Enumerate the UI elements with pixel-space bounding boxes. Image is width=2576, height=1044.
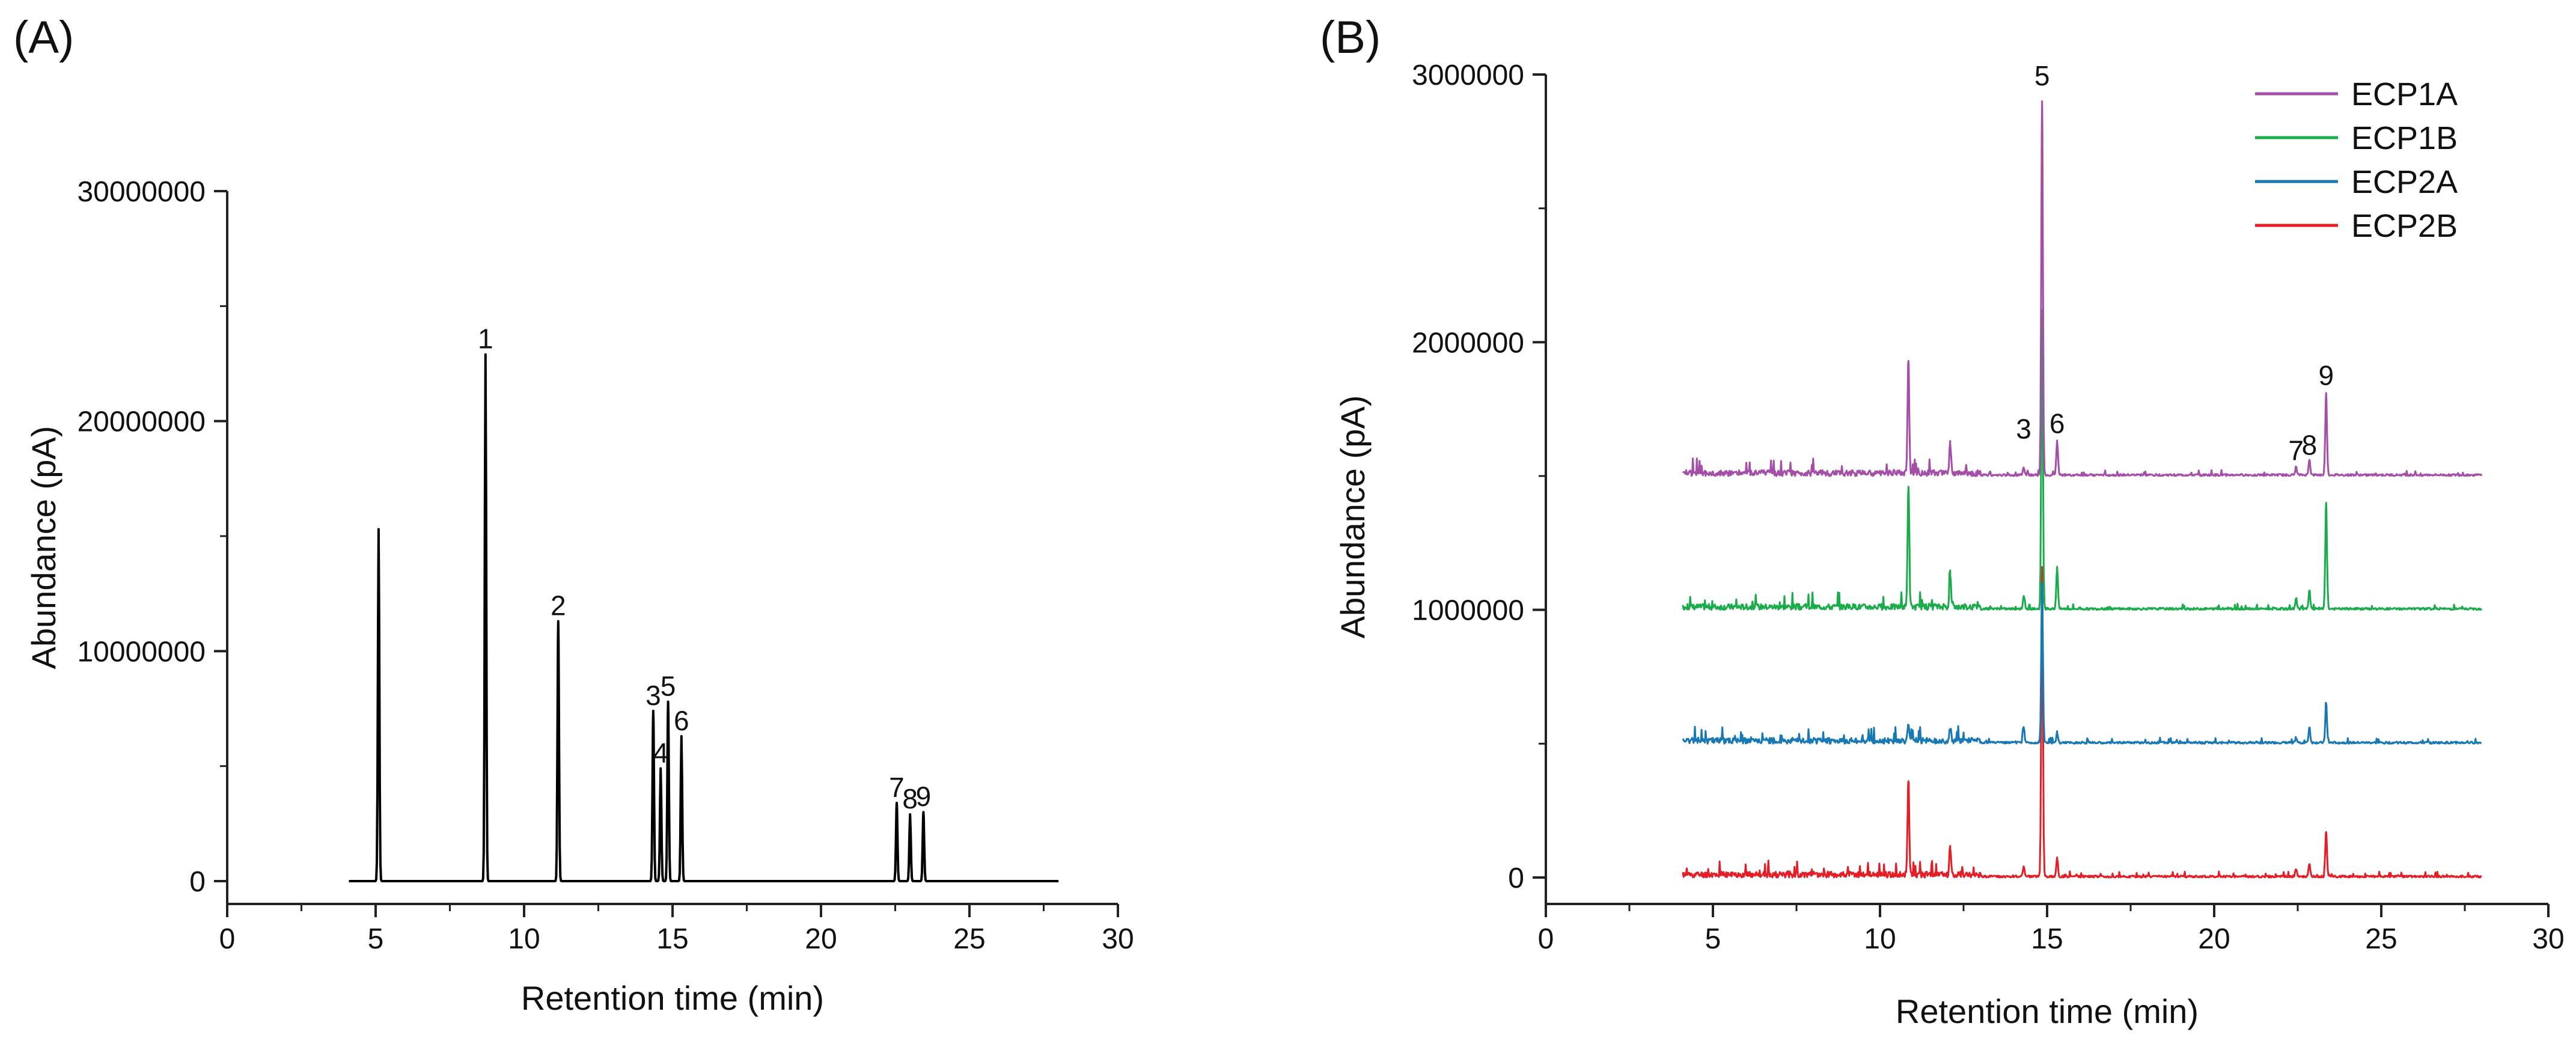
panel-b-traces: [1682, 100, 2483, 879]
trace-ecp1a: [1682, 100, 2483, 477]
panel-b-x-axis-title: Retention time (min): [1896, 992, 2199, 1030]
panel-b-peak-labels: 3 5 6 78 9: [2016, 60, 2334, 466]
panel-b-peak-label: 5: [2034, 60, 2050, 91]
panel-b-y-axis-title: Abundance (pA): [1334, 395, 1372, 639]
panel-b-y-tick-label: 3000000: [1412, 60, 1524, 91]
panel-b-label: (B): [1320, 12, 1381, 63]
panel-a-x-tick-label: 25: [953, 923, 985, 955]
panel-b-x-tick-label: 15: [2031, 923, 2063, 955]
panel-a-x-tick-label: 0: [219, 923, 236, 955]
panel-b-peak-label: 6: [2050, 408, 2065, 439]
panel-a-y-tick-label: 20000000: [77, 406, 206, 438]
panel-a-x-tick-label: 30: [1102, 923, 1134, 955]
panel-b-ticks: 0 5 10 15 20 25 30 0 1000000 2000000 3000000: [1412, 60, 2565, 955]
panel-b-x-tick-label: 20: [2198, 923, 2230, 955]
panel-b-peak-label: 9: [2318, 360, 2334, 391]
panel-a-label: (A): [13, 12, 74, 63]
legend-label-ecp1b: ECP1B: [2351, 120, 2458, 156]
panel-a-y-axis-title: Abundance (pA): [25, 426, 63, 670]
panel-b-x-tick-label: 5: [1705, 923, 1721, 955]
panel-b-x-tick-label: 30: [2532, 923, 2564, 955]
panel-a-peak-label: 5: [661, 671, 676, 702]
panel-b-y-tick-label: 0: [1508, 862, 1524, 894]
trace-ecp2b: [1682, 566, 2482, 879]
panel-a-x-tick-label: 5: [368, 923, 384, 955]
trace-ecp2a: [1682, 582, 2482, 745]
panel-a-x-tick-label: 10: [508, 923, 540, 955]
panel-b-y-tick-label: 1000000: [1412, 595, 1524, 627]
panel-b-peak-label: 3: [2016, 414, 2031, 445]
panel-a-x-axis-title: Retention time (min): [521, 979, 824, 1017]
legend-label-ecp2b: ECP2B: [2351, 208, 2458, 244]
panel-a-y-tick-label: 10000000: [77, 636, 206, 668]
panel-b-x-tick-label: 25: [2365, 923, 2397, 955]
panel-a-y-tick-label: 0: [189, 866, 206, 898]
panel-b-x-tick-label: 0: [1538, 923, 1554, 955]
panel-a-peak-label: 9: [916, 781, 932, 812]
panel-a-peak-label: 4: [653, 737, 668, 768]
panel-a-peak-label: 2: [551, 590, 566, 621]
panel-a-x-tick-label: 15: [656, 923, 688, 955]
panel-a-peak-label: 8: [902, 783, 918, 814]
panel-a-y-tick-label: 30000000: [77, 176, 206, 208]
legend-label-ecp1a: ECP1A: [2351, 76, 2458, 112]
panel-a-peak-labels: 1 2 3 4 56 789: [478, 323, 931, 814]
panel-a-x-tick-label: 20: [805, 923, 837, 955]
panel-b-legend: ECP1A ECP1B ECP2A ECP2B: [2255, 76, 2458, 244]
panel-b: (B) 0 5 10 15 20 25 30 0 1000000 2000000 3000000 3…: [1320, 12, 2565, 1030]
legend-label-ecp2a: ECP2A: [2351, 164, 2458, 200]
panel-a-standard-trace: [348, 353, 1060, 882]
panel-b-peak-label: 7: [2288, 435, 2304, 466]
panel-a-peak-label: 3: [646, 680, 661, 711]
panel-a-peak-label: 1: [478, 323, 493, 355]
panel-a-peak-label: 7: [889, 772, 905, 803]
trace-ecp1b: [1682, 309, 2483, 611]
panel-b-x-tick-label: 10: [1864, 923, 1896, 955]
panel-a-peak-label: 6: [674, 705, 689, 736]
panel-a: (A) 0 5 10 15 20 25 30010000000200000003000000…: [13, 12, 1134, 1017]
panel-b-peak-label: 8: [2302, 429, 2318, 460]
panel-b-y-tick-label: 2000000: [1412, 327, 1524, 359]
